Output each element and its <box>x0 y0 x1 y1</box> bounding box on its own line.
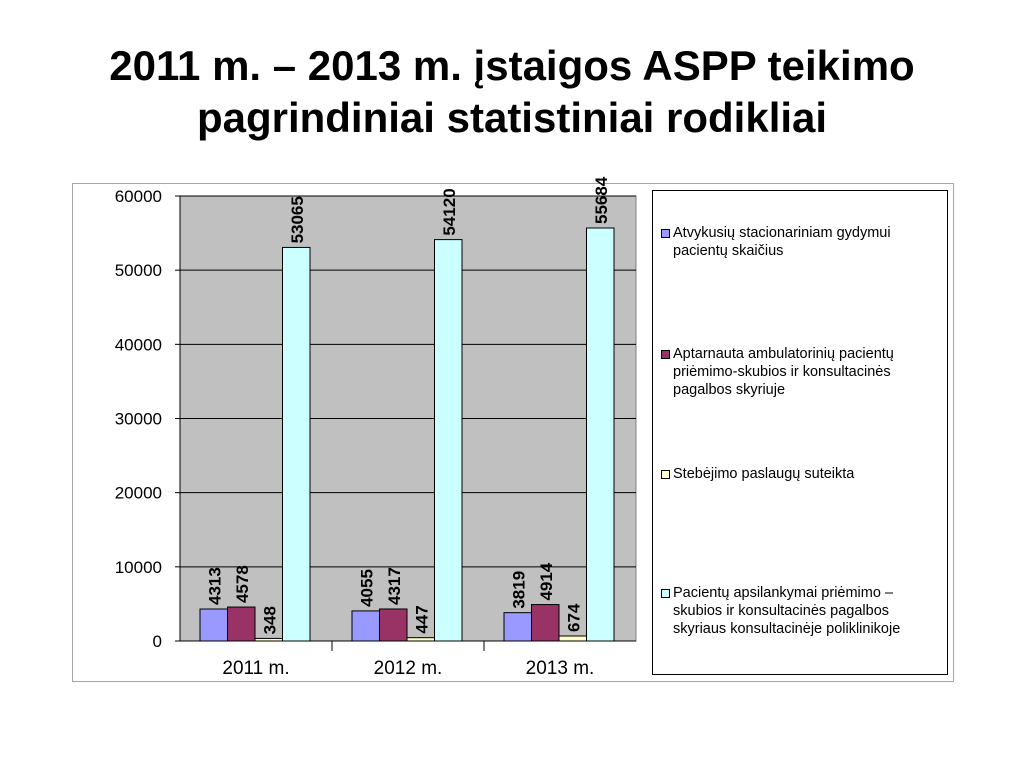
legend-swatch-4 <box>661 589 670 598</box>
bar <box>434 239 463 642</box>
x-tick-label: 2013 m. <box>526 658 595 679</box>
legend-swatch-2 <box>661 350 670 359</box>
bar <box>199 608 228 642</box>
data-label: 348 <box>261 606 280 634</box>
legend-label-2: Aptarnauta ambulatorinių pacientų priėmi… <box>673 346 894 398</box>
data-label: 4055 <box>358 569 377 607</box>
bar <box>282 246 311 642</box>
bar <box>503 612 532 642</box>
bar <box>351 610 380 642</box>
legend-swatch-3 <box>661 470 670 479</box>
bar <box>254 637 283 642</box>
legend-label-4: Pacientų apsilankymai priėmimo – skubios… <box>673 585 901 637</box>
data-label: 4317 <box>385 567 404 605</box>
data-label: 53065 <box>288 196 307 243</box>
bar <box>227 606 256 642</box>
x-tick-label: 2012 m. <box>374 658 443 679</box>
legend-label-3: Stebėjimo paslaugų suteikta <box>673 466 855 482</box>
data-label: 4578 <box>233 565 252 603</box>
legend-label-1: Atvykusių stacionariniam gydymui pacient… <box>673 225 891 259</box>
bar <box>379 608 408 642</box>
y-tick-label: 0 <box>153 632 162 651</box>
bar <box>531 604 560 642</box>
y-tick-label: 40000 <box>115 335 162 354</box>
y-tick-label: 30000 <box>115 410 162 429</box>
bar <box>558 635 587 642</box>
data-label: 674 <box>565 603 584 632</box>
slide-title-line-2: pagrindiniai statistiniai rodikliai <box>196 94 828 141</box>
data-label: 54120 <box>440 188 459 235</box>
chart-legend: Atvykusių stacionariniam gydymui pacient… <box>652 190 948 675</box>
data-label: 55684 <box>592 176 611 224</box>
bar <box>406 637 435 642</box>
bar <box>586 227 615 642</box>
legend-swatch-1 <box>661 229 670 238</box>
data-label: 3819 <box>510 571 529 609</box>
data-label: 4313 <box>206 567 225 605</box>
y-tick-label: 50000 <box>115 261 162 280</box>
data-label: 4914 <box>537 562 556 600</box>
slide-title: 2011 m. – 2013 m. įstaigos ASPP teikimo … <box>40 40 984 144</box>
y-tick-label: 10000 <box>115 558 162 577</box>
slide-title-line-1: 2011 m. – 2013 m. įstaigos ASPP teikimo <box>109 42 915 89</box>
y-tick-label: 60000 <box>115 187 162 206</box>
x-tick-label: 2011 m. <box>222 658 289 679</box>
y-tick-label: 20000 <box>115 484 162 503</box>
data-label: 447 <box>413 605 432 633</box>
